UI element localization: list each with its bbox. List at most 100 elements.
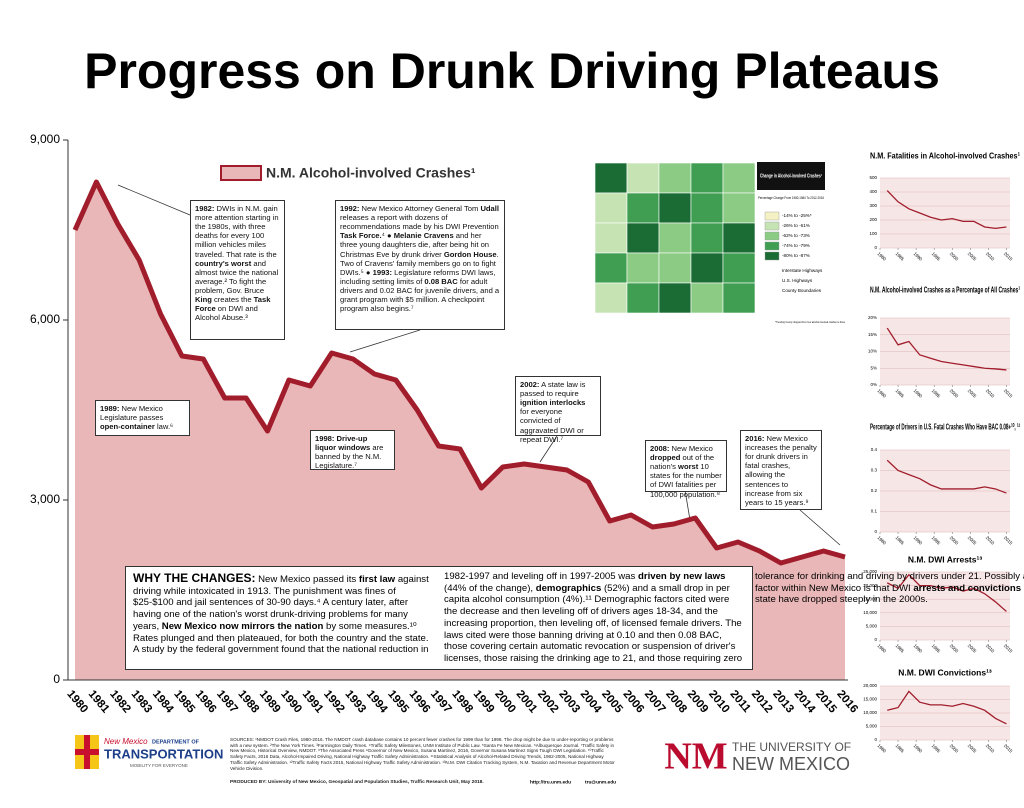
text-run: creates the [211, 295, 254, 305]
why-box: WHY THE CHANGES: New Mexico passed its f… [125, 566, 1024, 670]
x-tick-label: 1995 [931, 743, 942, 754]
county [626, 222, 660, 254]
mini-chart: N.M. Fatalities in Alcohol-involved Cras… [869, 150, 1020, 262]
x-tick-label: 1990 [913, 388, 924, 399]
x-tick-label: 1985 [895, 743, 906, 754]
text-run: New Mexico Attorney General Tom [359, 204, 481, 213]
text-run: New Mexico Legislature passes [100, 404, 164, 423]
x-tick-label: 2003 [556, 688, 582, 715]
x-tick-label: 2011 [727, 688, 753, 715]
map-legend-label: -62% to -73% [782, 233, 810, 238]
text-run: Melanie Cravens [393, 231, 454, 241]
x-tick-label: 1995 [931, 251, 942, 262]
x-tick-label: 2015 [1003, 388, 1014, 399]
y-tick-label: 20,000 [863, 683, 877, 688]
x-tick-label: 1995 [931, 388, 942, 399]
county [594, 252, 628, 284]
mini-title: N.M. DWI Convictions¹³ [898, 667, 992, 677]
x-tick-label: 1980 [876, 388, 887, 399]
county [690, 192, 724, 224]
text-run: worst [678, 462, 699, 472]
text-run: country's worst [195, 258, 252, 268]
footer-url: http://tru.unm.edu [530, 779, 571, 785]
y-tick-label: 0 [874, 737, 877, 742]
dot-dept: DEPARTMENT OF [152, 739, 200, 745]
legend-swatch [220, 165, 262, 181]
annotation: 1992: New Mexico Attorney General Tom Ud… [335, 200, 505, 330]
y-tick-label: 5,000 [866, 724, 878, 729]
x-tick-label: 2015 [813, 688, 839, 716]
text-run: . Two of Cravens' family members go on t… [340, 249, 499, 277]
map-legend-label: -14% to -25%* [782, 213, 812, 218]
x-tick-label: 1985 [895, 643, 906, 654]
y-tick-label: 0% [870, 382, 877, 387]
x-tick-label: 2000 [949, 251, 960, 262]
y-tick-label: 0.2 [871, 488, 878, 493]
x-tick-label: 1980 [876, 743, 887, 754]
unm-logo: NM THE UNIVERSITY OF NEW MEXICO [664, 736, 851, 778]
x-tick-label: 2000 [949, 743, 960, 754]
map-legend-swatch [764, 241, 780, 251]
county [722, 192, 756, 224]
county [626, 162, 660, 194]
x-tick-label: 1987 [214, 688, 240, 715]
text-run: 10 states for the number of DWI fataliti… [650, 462, 722, 499]
svg-text:NM: NM [664, 736, 727, 778]
x-tick-label: 2012 [749, 688, 775, 715]
x-tick-label: 2004 [578, 688, 604, 716]
text-run: A state law is passed to require [520, 380, 586, 399]
area [75, 182, 845, 680]
x-tick-label: 1980 [64, 688, 90, 715]
x-tick-label: 2002 [535, 688, 561, 715]
x-tick-label: 2000 [949, 643, 960, 654]
text-run: DWIs in N.M. gain more attention startin… [195, 204, 279, 259]
county [626, 192, 660, 224]
x-tick-label: 1980 [876, 535, 887, 546]
text-run: 1998: Drive-up liquor windows [315, 434, 371, 453]
text-run: arrests and convictions [913, 582, 1022, 594]
line [72, 179, 846, 566]
x-tick-label: 1990 [278, 688, 304, 715]
county [690, 282, 724, 314]
text-run: on DWI and Alcohol Abuse.³ [195, 304, 258, 323]
map-legend-label: -80% to -87% [782, 253, 810, 258]
y-tick-label: 3,000 [30, 492, 60, 506]
map: Change in Alcohol-involved Crashes¹ Perce… [590, 158, 850, 326]
x-tick-label: 1980 [876, 251, 887, 262]
produced-by: PRODUCED BY: University of New Mexico, G… [230, 780, 484, 785]
map-legend-label: -74% to -79% [782, 243, 810, 248]
text-run: and her three young daughters die, after… [340, 231, 490, 259]
map-legend-header [757, 162, 825, 190]
x-tick-label: 2005 [967, 643, 978, 654]
text-run: 2008: [650, 444, 670, 453]
mini-title: Percentage of Drivers in U.S. Fatal Cras… [870, 421, 1020, 431]
x-tick-label: 2010 [985, 643, 996, 654]
text-run: by some measures.¹⁰ Rates plunged and th… [133, 571, 638, 656]
unm-line2: NEW MEXICO [732, 754, 850, 774]
x-tick-label: 1997 [428, 688, 454, 715]
x-tick-label: 1981 [86, 688, 112, 716]
text-run: demographics [535, 582, 602, 594]
y-tick-label: 9,000 [30, 132, 60, 146]
x-tick-label: 2005 [967, 251, 978, 262]
x-tick-label: 1985 [895, 251, 906, 262]
footer-email: tru@unm.edu [585, 779, 616, 785]
county [722, 222, 756, 254]
text-run: releases a report with dozens of recomme… [340, 213, 499, 232]
x-tick-label: 1990 [913, 743, 924, 754]
y-tick-label: 5% [870, 365, 877, 370]
map-subtitle: Percentage Change From 1980-1984 To 2012… [758, 196, 824, 200]
x-tick-label: 2010 [985, 251, 996, 262]
x-tick-label: 1983 [129, 688, 155, 715]
county [722, 162, 756, 194]
x-tick-label: 1985 [895, 535, 906, 546]
x-tick-label: 1995 [931, 535, 942, 546]
x-tick-label: 2015 [1003, 251, 1014, 262]
text-run: New Mexico increases the penalty for dru… [745, 434, 817, 507]
map-road-label: County Boundaries [782, 288, 822, 293]
mini-title: N.M. Fatalities in Alcohol-involved Cras… [870, 150, 1020, 160]
map-legend-swatch [764, 211, 780, 221]
y-tick-label: 100 [869, 231, 877, 236]
x-tick-label: 2015 [1003, 643, 1014, 654]
county [626, 252, 660, 284]
